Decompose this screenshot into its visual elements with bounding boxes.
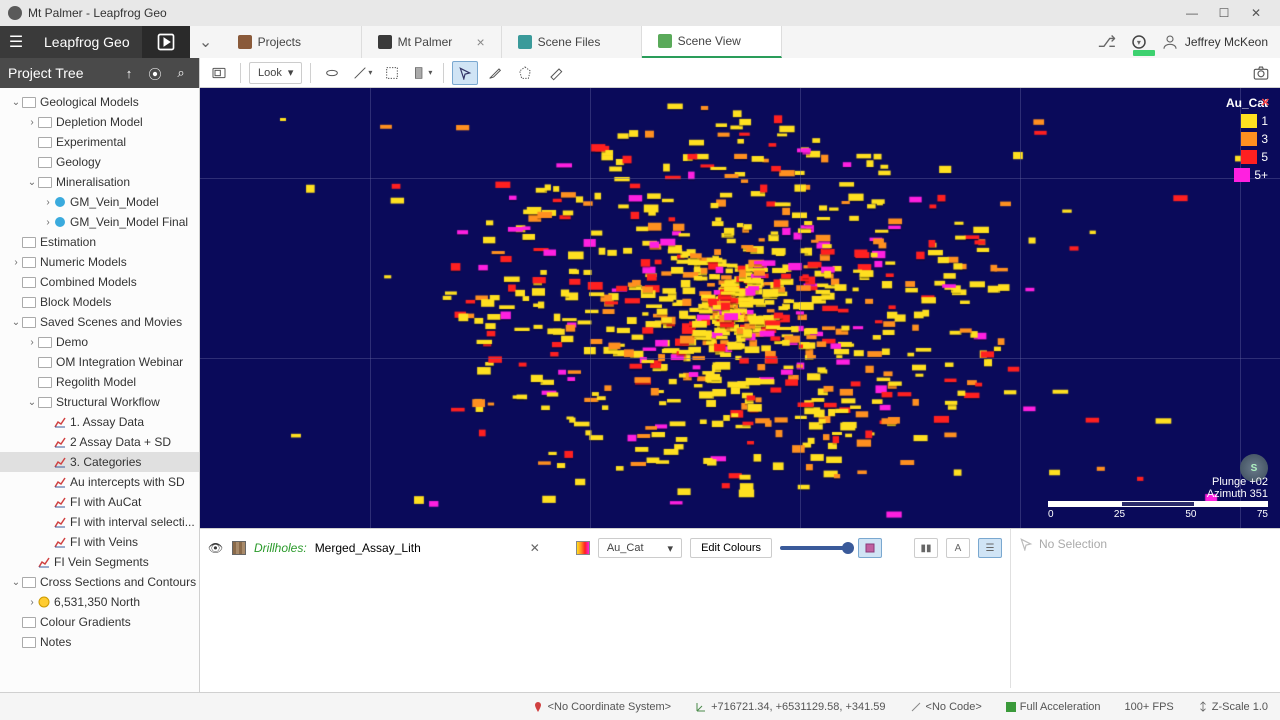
pin-icon — [532, 701, 544, 713]
tree-node[interactable]: ⌄Cross Sections and Contours — [0, 572, 199, 592]
histogram-button[interactable]: ▮▮ — [914, 538, 938, 558]
tree-node[interactable]: ⌄Geological Models — [0, 92, 199, 112]
remove-layer-icon[interactable]: ✕ — [530, 541, 540, 555]
tab-projects[interactable]: Projects — [222, 26, 362, 58]
scene-viewport[interactable]: Au_Cat✕ 1355+ S Plunge +02 Azimuth 351 0… — [200, 88, 1280, 528]
status-coords: +716721.34, +6531129.58, +341.59 — [695, 701, 885, 713]
titlebar: Mt Palmer - Leapfrog Geo — ☐ ✕ — [0, 0, 1280, 26]
project-tree[interactable]: ⌄Geological Models›Depletion ModelExperi… — [0, 88, 199, 692]
screenshot-tool-icon[interactable] — [206, 61, 232, 85]
tree-node[interactable]: FI with Veins — [0, 532, 199, 552]
plane-tool-icon[interactable]: ▾ — [409, 61, 435, 85]
pen-tool-icon[interactable]: ▾ — [349, 61, 375, 85]
window-title: Mt Palmer - Leapfrog Geo — [28, 6, 167, 20]
tab-mt-palmer[interactable]: Mt Palmer× — [362, 26, 502, 58]
opacity-slider[interactable] — [780, 546, 850, 550]
tree-node[interactable]: 2 Assay Data + SD — [0, 432, 199, 452]
status-bar: <No Coordinate System> +716721.34, +6531… — [0, 692, 1280, 720]
branch-icon[interactable]: ⎇ — [1097, 32, 1117, 52]
camera-icon[interactable] — [1248, 61, 1274, 85]
look-dropdown[interactable]: Look▾ — [249, 62, 302, 84]
user-label[interactable]: Jeffrey McKeon — [1161, 33, 1268, 51]
visibility-toggle-icon[interactable]: 👁 — [208, 541, 224, 555]
status-code: <No Code> — [910, 701, 982, 713]
tree-node[interactable]: FI with interval selecti... — [0, 512, 199, 532]
tree-node[interactable]: ⌄Saved Scenes and Movies — [0, 312, 199, 332]
user-icon — [1161, 33, 1179, 51]
tree-node[interactable]: Regolith Model — [0, 372, 199, 392]
tab-dropdown-icon[interactable]: ⌄ — [190, 26, 222, 58]
tree-node[interactable]: ›6,531,350 North — [0, 592, 199, 612]
app-name: Leapfrog Geo — [32, 26, 142, 58]
orbit-tool-icon[interactable] — [319, 61, 345, 85]
tree-node[interactable]: Experimental — [0, 132, 199, 152]
display-mode-button[interactable] — [858, 538, 882, 558]
tag-icon — [910, 701, 922, 713]
cursor-icon — [1019, 537, 1033, 551]
tab-strip: ⌄ ProjectsMt Palmer×Scene FilesScene Vie… — [190, 26, 1280, 58]
text-button[interactable]: A — [946, 538, 970, 558]
tree-node[interactable]: FI with AuCat — [0, 492, 199, 512]
attribute-dropdown[interactable]: Au_Cat▾ — [598, 538, 682, 558]
tree-node[interactable]: Au intercepts with SD — [0, 472, 199, 492]
tree-node[interactable]: ⌄Structural Workflow — [0, 392, 199, 412]
edit-tool-icon[interactable] — [482, 61, 508, 85]
tree-node[interactable]: ›Numeric Models — [0, 252, 199, 272]
status-crs: <No Coordinate System> — [532, 701, 672, 713]
play-button[interactable] — [142, 26, 190, 58]
tree-node[interactable]: Notes — [0, 632, 199, 652]
legend-close-icon[interactable]: ✕ — [1261, 96, 1270, 109]
tab-scene-files[interactable]: Scene Files — [502, 26, 642, 58]
legend: Au_Cat✕ 1355+ — [1226, 96, 1268, 184]
tree-node[interactable]: ›Depletion Model — [0, 112, 199, 132]
polygon-tool-icon[interactable] — [512, 61, 538, 85]
drillhole-name: Merged_Assay_Lith — [315, 541, 421, 555]
selection-panel: No Selection — [1010, 529, 1280, 688]
tree-node[interactable]: Geology — [0, 152, 199, 172]
orientation-readout: Plunge +02 Azimuth 351 — [1207, 476, 1268, 500]
tab-scene-view[interactable]: Scene View — [642, 26, 782, 58]
eraser-tool-icon[interactable] — [542, 61, 568, 85]
tree-node[interactable]: ⌄Mineralisation — [0, 172, 199, 192]
status-fps: 100+ FPS — [1125, 701, 1174, 713]
edit-colours-button[interactable]: Edit Colours — [690, 538, 772, 558]
tree-node[interactable]: ›GM_Vein_Model Final — [0, 212, 199, 232]
tree-node[interactable]: FI Vein Segments — [0, 552, 199, 572]
select-tool-icon[interactable] — [452, 61, 478, 85]
tree-node[interactable]: OM Integration Webinar — [0, 352, 199, 372]
tree-node[interactable]: 1. Assay Data — [0, 412, 199, 432]
hamburger-menu[interactable]: ☰ — [0, 26, 32, 58]
status-zscale: Z-Scale 1.0 — [1198, 701, 1268, 713]
tree-node[interactable]: ›Demo — [0, 332, 199, 352]
app-icon — [8, 6, 22, 20]
minimize-button[interactable]: — — [1176, 3, 1208, 23]
scale-bar: 0255075 — [1048, 501, 1268, 520]
list-button[interactable]: ☰ — [978, 538, 1002, 558]
scene-toolbar: Look▾ ▾ ▾ — [200, 58, 1280, 88]
attr-swatch-icon — [576, 541, 590, 555]
status-accel: Full Acceleration — [1006, 701, 1101, 713]
accel-dot-icon — [1006, 702, 1016, 712]
drillhole-icon — [232, 541, 246, 555]
sync-icon[interactable]: ▾ — [1129, 32, 1149, 52]
lasso-tool-icon[interactable] — [379, 61, 405, 85]
tree-node[interactable]: Combined Models — [0, 272, 199, 292]
tree-node[interactable]: ›GM_Vein_Model — [0, 192, 199, 212]
tree-node[interactable]: Block Models — [0, 292, 199, 312]
topbar: ☰ Leapfrog Geo ⌄ ProjectsMt Palmer×Scene… — [0, 26, 1280, 58]
close-button[interactable]: ✕ — [1240, 3, 1272, 23]
tree-up-icon[interactable]: ↑ — [119, 63, 139, 83]
zscale-icon — [1198, 701, 1208, 713]
tree-search-icon[interactable]: ⌕ — [171, 63, 191, 83]
maximize-button[interactable]: ☐ — [1208, 3, 1240, 23]
scene-inspector: 👁 Drillholes: Merged_Assay_Lith ✕ Au_Cat… — [200, 528, 1280, 688]
tree-node[interactable]: Estimation — [0, 232, 199, 252]
project-tree-header: Project Tree ↑ ⦿ ⌕ — [0, 58, 199, 88]
tree-node[interactable]: Colour Gradients — [0, 612, 199, 632]
tree-pause-icon[interactable]: ⦿ — [145, 63, 165, 83]
axes-icon — [695, 701, 707, 713]
tree-node[interactable]: 3. Categories — [0, 452, 199, 472]
